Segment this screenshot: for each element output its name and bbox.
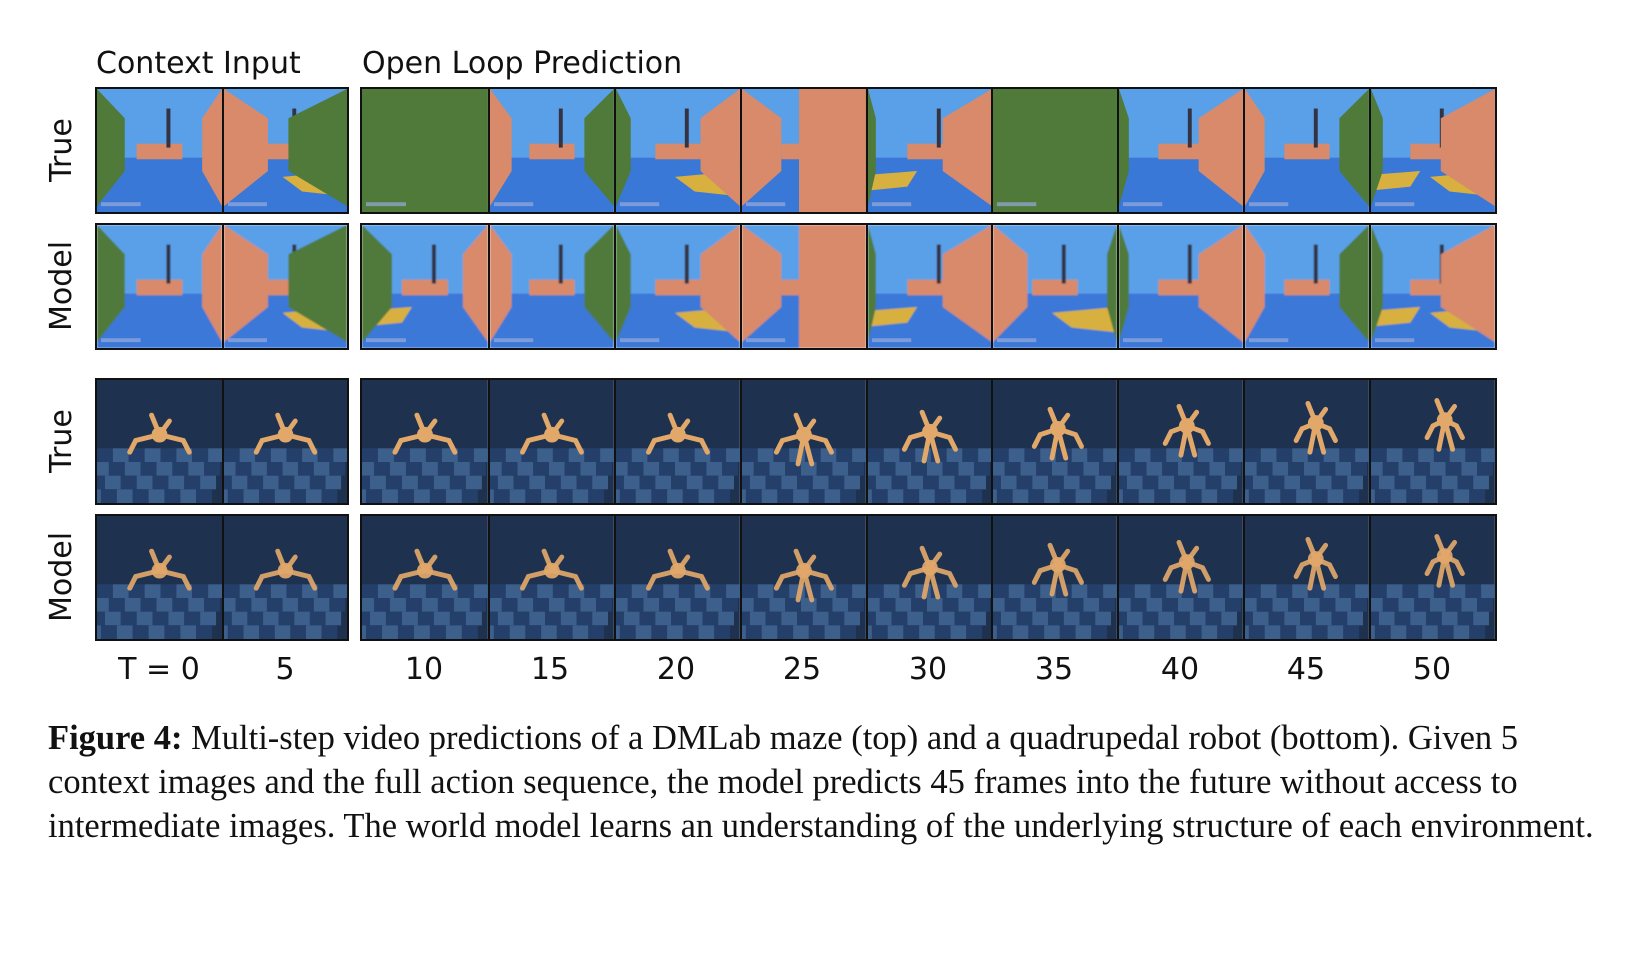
robot-true-frame <box>487 380 614 503</box>
maze-model-frame <box>865 225 992 348</box>
maze-true-frame <box>991 89 1118 212</box>
robot-true-frame <box>362 380 488 503</box>
maze-true-frame <box>613 89 740 212</box>
robot-model-frame <box>991 516 1118 639</box>
maze-true-frame <box>1117 89 1244 212</box>
maze-model-frame <box>97 225 222 348</box>
robot-model-prediction-strip <box>360 514 1497 641</box>
maze-model-frame <box>362 225 488 348</box>
row-label-maze-model: Model <box>44 240 79 332</box>
robot-model-frame <box>1369 516 1495 639</box>
maze-true-frame <box>362 89 488 212</box>
robot-model-frame <box>362 516 488 639</box>
maze-model-frame <box>1243 225 1370 348</box>
robot-true-frame <box>739 380 866 503</box>
maze-model-frame <box>991 225 1118 348</box>
robot-true-frame <box>865 380 992 503</box>
maze-model-frame <box>222 225 347 348</box>
robot-model-frame <box>865 516 992 639</box>
time-label-35: 35 <box>1034 652 1074 687</box>
row-label-robot-model: Model <box>44 531 79 623</box>
time-label-50: 50 <box>1412 652 1452 687</box>
caption-text: Multi-step video predictions of a DMLab … <box>48 719 1594 845</box>
maze-true-frame <box>1369 89 1495 212</box>
maze-true-frame <box>1243 89 1370 212</box>
robot-model-frame <box>222 516 347 639</box>
open-loop-prediction-header: Open Loop Prediction <box>362 46 683 81</box>
maze-model-frame <box>613 225 740 348</box>
maze-model-frame <box>739 225 866 348</box>
time-label-45: 45 <box>1286 652 1326 687</box>
maze-model-frame <box>1369 225 1495 348</box>
maze-model-frame <box>487 225 614 348</box>
maze-model-prediction-strip <box>360 223 1497 350</box>
robot-model-frame <box>1243 516 1370 639</box>
robot-true-frame <box>1369 380 1495 503</box>
time-label-30: 30 <box>908 652 948 687</box>
time-label-15: 15 <box>530 652 570 687</box>
time-label-5: 5 <box>275 652 295 687</box>
maze-true-prediction-strip <box>360 87 1497 214</box>
robot-model-context-strip <box>95 514 349 641</box>
robot-model-frame <box>739 516 866 639</box>
robot-model-frame <box>613 516 740 639</box>
maze-model-context-strip <box>95 223 349 350</box>
maze-true-frame <box>865 89 992 212</box>
robot-true-frame <box>222 380 347 503</box>
time-label-25: 25 <box>782 652 822 687</box>
row-label-maze-true: True <box>44 118 79 182</box>
maze-true-frame <box>222 89 347 212</box>
maze-true-frame <box>739 89 866 212</box>
row-label-robot-true: True <box>44 409 79 473</box>
time-label-40: 40 <box>1160 652 1200 687</box>
time-label-0: T = 0 <box>118 652 200 687</box>
context-input-header: Context Input <box>96 46 301 81</box>
figure-label: Figure 4: <box>48 719 183 757</box>
robot-model-frame <box>487 516 614 639</box>
robot-true-frame <box>991 380 1118 503</box>
robot-model-frame <box>97 516 222 639</box>
time-label-20: 20 <box>656 652 696 687</box>
robot-true-prediction-strip <box>360 378 1497 505</box>
robot-true-frame <box>1243 380 1370 503</box>
figure-caption: Figure 4: Multi-step video predictions o… <box>48 716 1608 848</box>
robot-true-frame <box>1117 380 1244 503</box>
maze-true-context-strip <box>95 87 349 214</box>
time-label-10: 10 <box>404 652 444 687</box>
maze-true-frame <box>487 89 614 212</box>
robot-true-context-strip <box>95 378 349 505</box>
robot-model-frame <box>1117 516 1244 639</box>
maze-model-frame <box>1117 225 1244 348</box>
robot-true-frame <box>613 380 740 503</box>
maze-true-frame <box>97 89 222 212</box>
robot-true-frame <box>97 380 222 503</box>
